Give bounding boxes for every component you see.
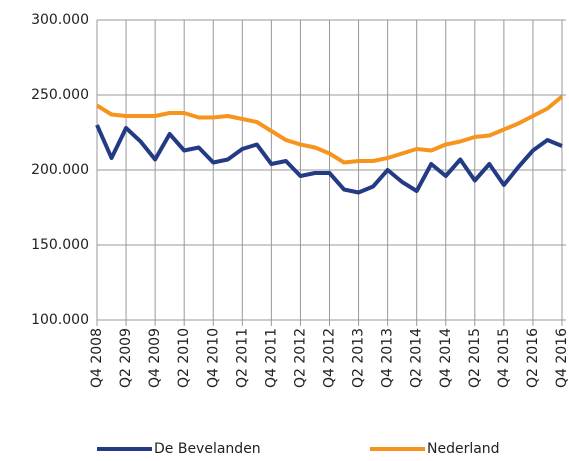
series-line (95, 124, 563, 195)
legend-label: Nederland (427, 441, 500, 457)
x-tick-label: Q2 2015 (467, 328, 483, 388)
y-tick-label: 250.000 (31, 87, 89, 103)
x-tick-label: Q4 2012 (322, 328, 338, 388)
x-tick-label: Q4 2008 (89, 328, 105, 388)
x-tick-label: Q4 2016 (554, 328, 569, 388)
y-tick-label: 300.000 (31, 12, 89, 28)
x-tick-label: Q4 2015 (496, 328, 512, 388)
x-tick-label: Q2 2013 (351, 328, 367, 388)
y-tick-label: 100.000 (31, 312, 89, 328)
x-tick-label: Q4 2010 (205, 328, 221, 388)
x-tick-label: Q2 2010 (176, 328, 192, 388)
x-tick-label: Q2 2014 (409, 328, 425, 388)
x-tick-label: Q2 2011 (234, 328, 250, 388)
y-tick-label: 150.000 (31, 237, 89, 253)
x-tick-label: Q2 2009 (118, 328, 134, 388)
x-tick-label: Q2 2016 (525, 328, 541, 388)
x-tick-label: Q4 2013 (380, 328, 396, 388)
y-tick-label: 200.000 (31, 162, 89, 178)
x-tick-label: Q4 2009 (147, 328, 163, 388)
series-line (95, 94, 564, 165)
legend-label: De Bevelanden (154, 441, 261, 457)
x-tick-label: Q2 2012 (292, 328, 308, 388)
x-tick-label: Q4 2011 (263, 328, 279, 388)
x-tick-label: Q4 2014 (438, 328, 454, 388)
